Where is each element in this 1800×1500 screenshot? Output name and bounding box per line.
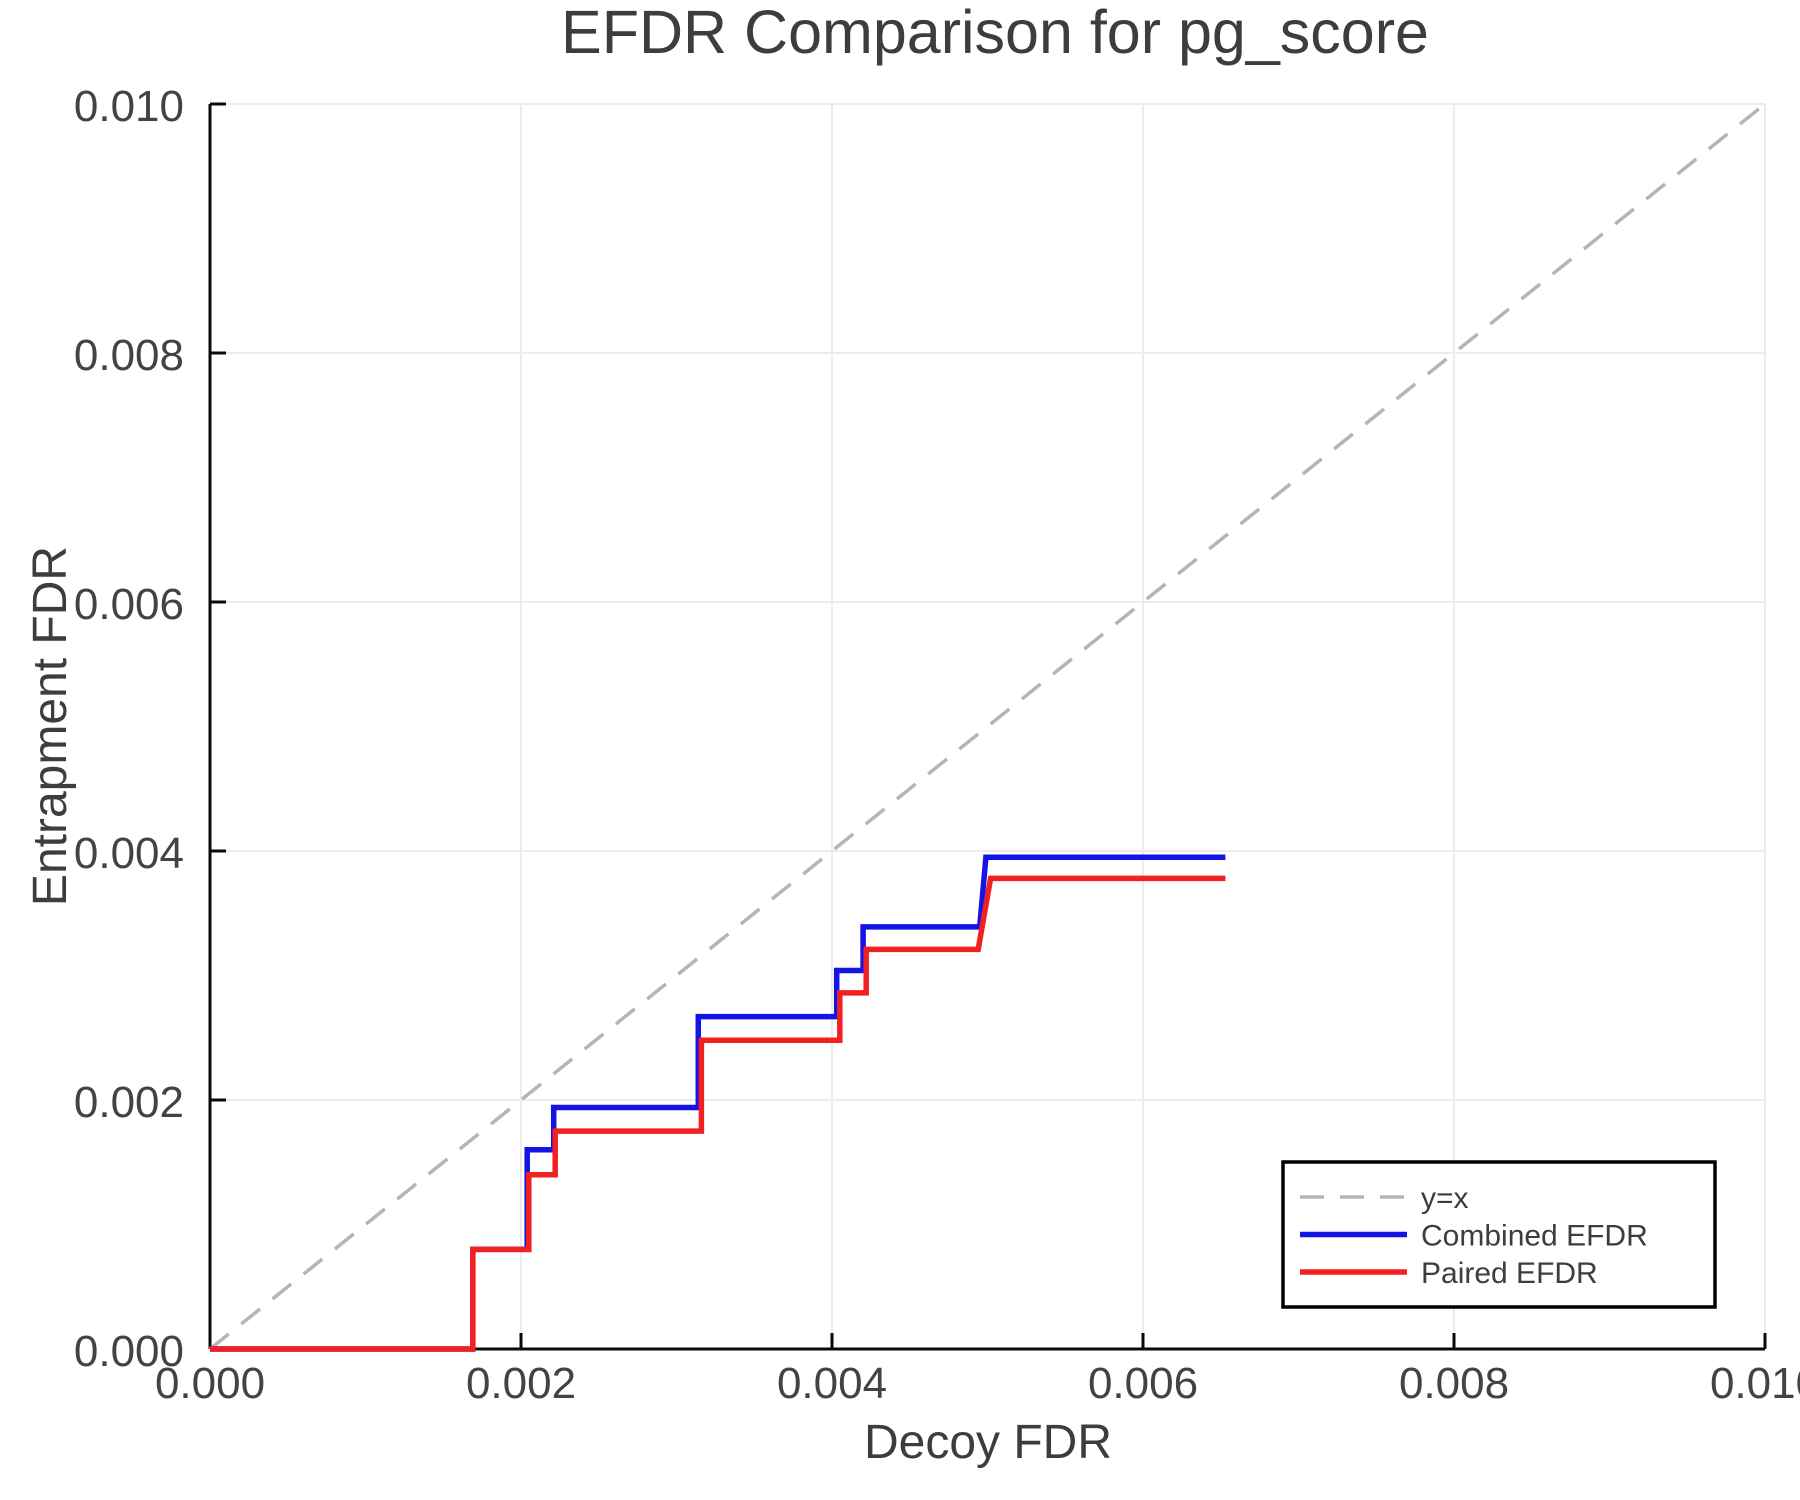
x-axis-label: Decoy FDR	[864, 1416, 1112, 1469]
x-tick-label: 0.002	[466, 1359, 576, 1408]
y-tick-label: 0.002	[74, 1078, 184, 1127]
y-tick-label: 0.004	[74, 829, 184, 878]
x-tick-label: 0.008	[1399, 1359, 1509, 1408]
x-tick-label: 0.004	[777, 1359, 887, 1408]
y-tick-label: 0.006	[74, 580, 184, 629]
series-line-paired-efdr	[210, 875, 1226, 1352]
legend-label: Paired EFDR	[1421, 1257, 1598, 1290]
legend-label: Combined EFDR	[1421, 1220, 1648, 1253]
x-tick-label: 0.000	[155, 1359, 265, 1408]
y-axis-label: Entrapment FDR	[24, 546, 77, 906]
legend-label: y=x	[1421, 1182, 1469, 1215]
y-tick-label: 0.000	[74, 1327, 184, 1376]
chart-title: EFDR Comparison for pg_score	[561, 0, 1429, 66]
chart-layers: 0.000 0.002 0.004 0.006 0.008 0.010 0.000 0.002…	[74, 82, 1800, 1408]
series-line-y-x	[208, 102, 1767, 1351]
x-tick-label: 0.010	[1710, 1359, 1800, 1408]
y-tick-label: 0.010	[74, 82, 184, 131]
y-tick-label: 0.008	[74, 331, 184, 380]
series-line-combined-efdr	[210, 854, 1226, 1352]
x-tick-label: 0.006	[1088, 1359, 1198, 1408]
